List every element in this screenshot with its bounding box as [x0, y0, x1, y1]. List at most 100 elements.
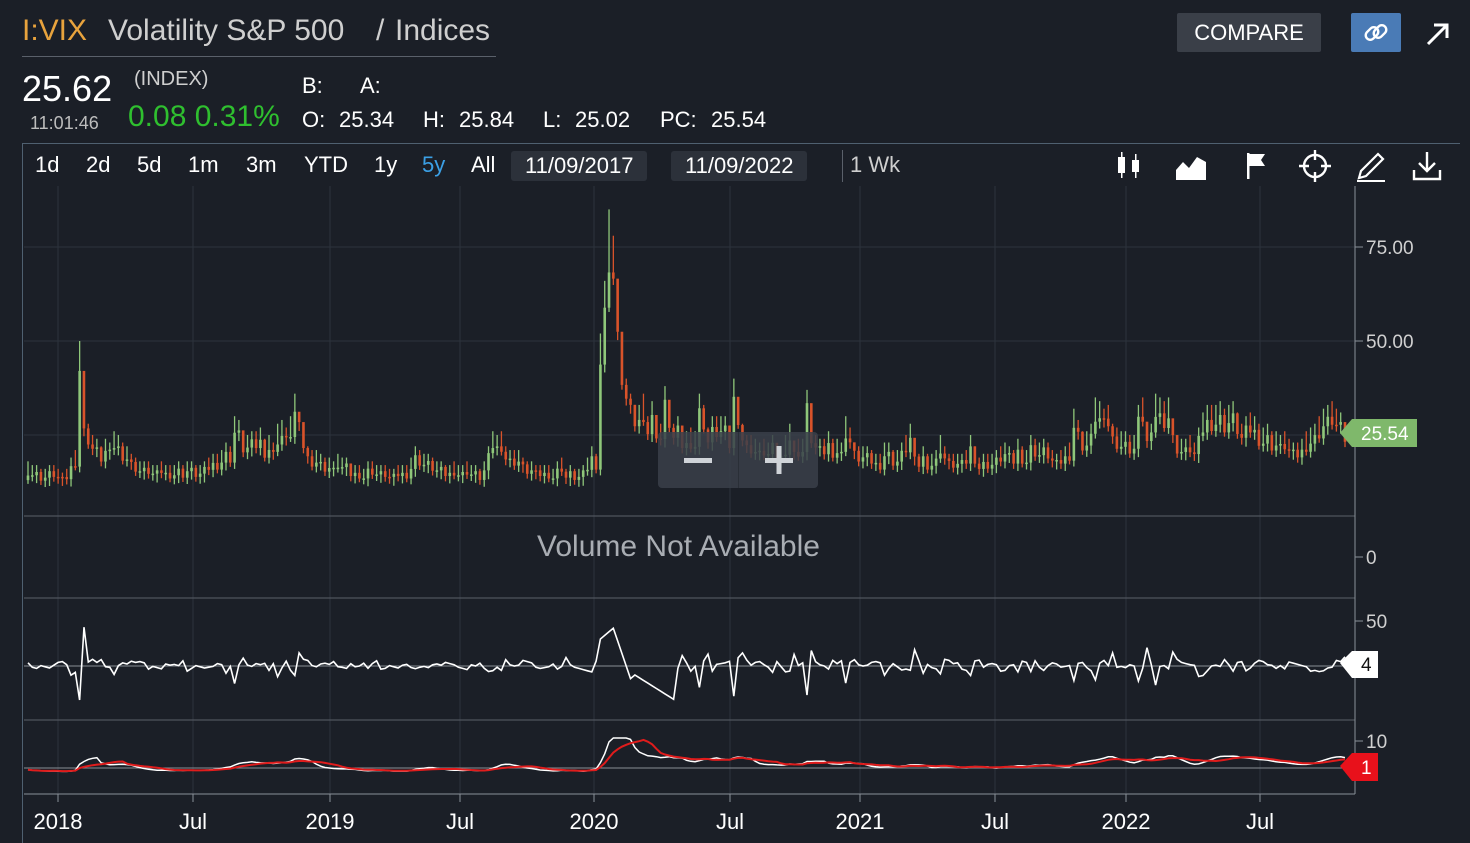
x-tick-label: 2019 [306, 809, 355, 834]
last-price: 25.62 [22, 68, 113, 109]
zoom-in-button[interactable] [738, 432, 819, 488]
quote-time: 11:01:46 [30, 113, 99, 133]
x-tick-label: Jul [446, 809, 474, 834]
mountain-chart-button[interactable] [1173, 148, 1209, 184]
link-button[interactable] [1351, 13, 1401, 52]
candle-body [1283, 443, 1287, 450]
plus-icon [764, 446, 793, 474]
candle-body [224, 451, 228, 463]
chart-left-border [22, 143, 23, 843]
candle-body [538, 470, 542, 477]
range-all[interactable]: All [471, 152, 496, 177]
draw-button[interactable] [1353, 148, 1389, 184]
candle-body [142, 467, 146, 472]
candle-body [1270, 435, 1274, 451]
compare-button[interactable]: COMPARE [1177, 13, 1321, 52]
range-5d[interactable]: 5d [137, 152, 162, 177]
range-ytd[interactable]: YTD [304, 152, 348, 177]
candle-body [556, 468, 559, 479]
range-5y[interactable]: 5y [422, 152, 446, 177]
candle-body [986, 461, 990, 469]
toolbar-separator [842, 150, 843, 182]
candle-body [1137, 416, 1140, 449]
candle-body [306, 448, 310, 457]
candle-body [267, 449, 271, 458]
candle-body [289, 437, 292, 439]
candlestick-type-button[interactable] [1112, 148, 1148, 184]
candle-body [1180, 451, 1183, 454]
candle-body [590, 456, 594, 470]
price-chart[interactable]: 2018 Jul 2019 Jul 2020 Jul 2021 Jul 2022 Jul 75.00… [0, 186, 1470, 843]
candle-body [198, 473, 202, 477]
range-2d[interactable]: 2d [86, 152, 111, 177]
candle-body [1249, 425, 1252, 433]
download-button[interactable] [1409, 148, 1445, 184]
candle-body [835, 453, 839, 458]
candle-body [297, 411, 301, 423]
candle-body [926, 456, 929, 470]
candle-body [930, 465, 934, 470]
breadcrumb-category[interactable]: Indices [395, 14, 491, 47]
download-icon [1412, 152, 1442, 181]
candle-body [551, 478, 555, 480]
toolbar-divider [22, 143, 1460, 144]
prev-close-value: 25.54 [711, 107, 767, 132]
candle-body [168, 472, 172, 479]
symbol: I:VIX [22, 14, 88, 47]
candle-body [435, 470, 439, 472]
candle-body [276, 444, 279, 452]
x-tick-label: 2020 [570, 809, 619, 834]
prev-close-label: PC: [660, 107, 697, 132]
area-chart-icon [1176, 157, 1206, 180]
candle-body [504, 451, 508, 460]
candle-body [259, 439, 262, 449]
candle-body [396, 473, 400, 477]
open-value: 25.34 [339, 107, 395, 132]
candle-body [1175, 435, 1179, 454]
crosshair-button[interactable] [1297, 148, 1333, 184]
candle-body [861, 457, 865, 462]
candle-body [340, 467, 344, 469]
interval-select[interactable]: 1 Wk [850, 152, 901, 177]
candle-body [108, 449, 112, 452]
y-tick-label: 0 [1366, 548, 1377, 569]
candle-body [1330, 416, 1334, 425]
candle-body [969, 446, 972, 464]
candle-body [302, 422, 305, 449]
candle-body [1063, 456, 1067, 464]
range-1m[interactable]: 1m [188, 152, 219, 177]
range-1y[interactable]: 1y [374, 152, 398, 177]
candle-body [633, 404, 637, 427]
expand-button[interactable] [1420, 14, 1456, 52]
candle-body [586, 469, 589, 472]
range-3m[interactable]: 3m [246, 152, 277, 177]
candle-body [874, 462, 878, 465]
end-date-field[interactable]: 11/09/2022 [671, 151, 808, 181]
candle-body [607, 272, 611, 308]
candle-body [216, 462, 219, 470]
range-1d[interactable]: 1d [35, 152, 60, 177]
candle-body [952, 460, 955, 468]
candle-body [865, 453, 869, 458]
zoom-out-button[interactable] [658, 432, 738, 488]
candle-body [91, 444, 94, 449]
candle-body [1098, 418, 1101, 422]
candle-body [1154, 416, 1157, 433]
events-flag-button[interactable] [1239, 148, 1275, 184]
candle-body [934, 458, 938, 466]
candle-body [581, 470, 585, 477]
low-label: L: [543, 107, 562, 132]
candle-body [1167, 418, 1170, 429]
candle-body [134, 461, 137, 472]
candle-body [104, 450, 107, 462]
candle-body [1201, 432, 1205, 436]
candle-body [1171, 418, 1175, 436]
candle-body [1279, 443, 1282, 446]
candle-body [181, 468, 185, 478]
start-date-field[interactable]: 11/09/2017 [511, 151, 648, 181]
candle-body [999, 457, 1002, 462]
candle-body [1317, 435, 1321, 439]
candle-body [1042, 447, 1046, 456]
candle-body [366, 468, 370, 479]
candle-body [426, 460, 430, 465]
